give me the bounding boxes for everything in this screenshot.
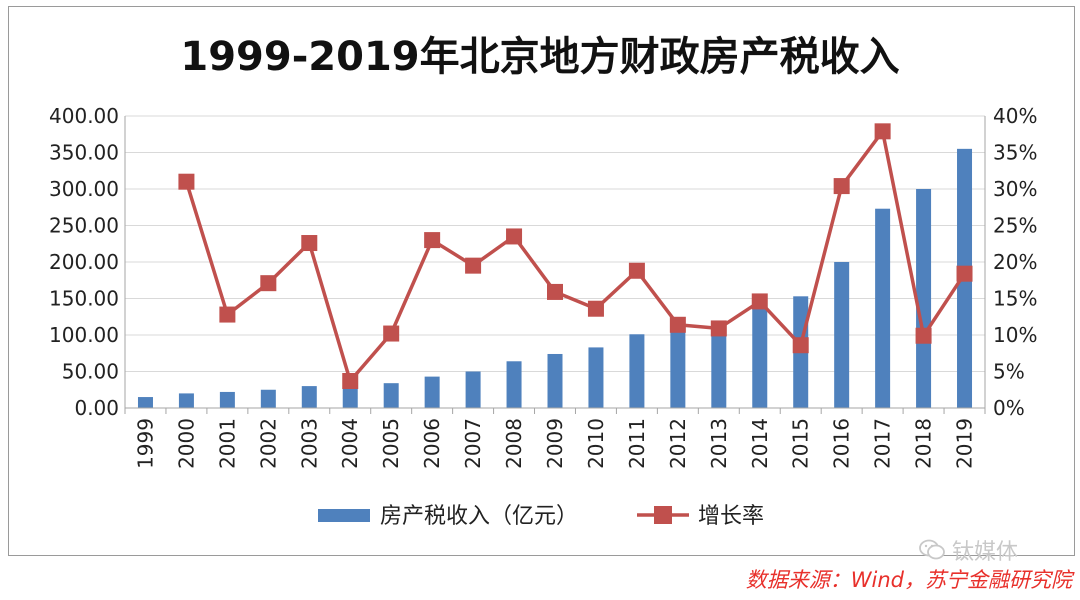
- growth-rate-marker: [956, 265, 973, 282]
- growth-rate-marker: [465, 257, 482, 274]
- x-tick-label: 2013: [707, 418, 731, 469]
- y-left-tick-label: 50.00: [62, 360, 119, 384]
- growth-rate-marker: [587, 300, 604, 317]
- growth-rate-marker: [178, 173, 195, 190]
- wechat-icon: [919, 539, 945, 560]
- legend-label-bar: 房产税收入（亿元）: [380, 504, 578, 529]
- legend-swatch-marker: [654, 506, 672, 524]
- x-tick-label: 2019: [953, 418, 977, 469]
- bar: [260, 389, 276, 408]
- x-tick-label: 2000: [174, 418, 198, 469]
- growth-rate-line: [184, 129, 966, 383]
- x-tick-label: 2001: [215, 418, 239, 469]
- chart-title: 1999-2019年北京地方财政房产税收入: [180, 34, 899, 80]
- x-tick-label: 2004: [338, 418, 362, 469]
- x-tick-label: 2012: [666, 418, 690, 469]
- x-tick-label: 2003: [297, 418, 321, 469]
- chart-frame: [8, 6, 1075, 556]
- y-left-tick-label: 300.00: [49, 177, 119, 201]
- y-right-tick-label: 15%: [993, 287, 1037, 311]
- y-right-tick-label: 0%: [993, 396, 1025, 420]
- bar: [916, 189, 932, 408]
- bar: [752, 305, 768, 408]
- bar: [670, 326, 686, 408]
- bar: [547, 353, 563, 408]
- growth-rate-marker: [424, 232, 441, 249]
- bar: [629, 334, 645, 408]
- source-note: 数据来源：Wind，苏宁金融研究院: [745, 568, 1072, 592]
- bar: [588, 347, 604, 408]
- x-tick-label: 2017: [871, 418, 895, 469]
- y-left-tick-label: 200.00: [49, 250, 119, 274]
- growth-rate-marker: [383, 325, 400, 342]
- growth-rate-marker: [915, 327, 932, 344]
- bar: [711, 332, 727, 408]
- bar: [178, 393, 194, 408]
- y-left-tick-label: 150.00: [49, 287, 119, 311]
- growth-rate-marker: [506, 228, 523, 245]
- gridlines: [125, 115, 985, 372]
- legend: 房产税收入（亿元） 增长率: [318, 504, 764, 529]
- x-tick-label: 2002: [256, 418, 280, 469]
- x-tick-label: 2016: [830, 418, 854, 469]
- line-series: [178, 123, 973, 389]
- growth-rate-marker: [792, 337, 809, 354]
- y-right-tick-label: 25%: [993, 214, 1037, 238]
- growth-rate-marker: [260, 275, 277, 292]
- growth-rate-marker: [874, 123, 891, 140]
- watermark: 钛媒体: [918, 534, 1018, 566]
- bar: [834, 262, 850, 408]
- x-tick-label: 2010: [584, 418, 608, 469]
- x-tick-label: 2007: [461, 418, 485, 469]
- x-tick-label: 2014: [748, 418, 772, 469]
- legend-swatch-bar: [318, 509, 370, 522]
- growth-rate-marker: [833, 178, 850, 195]
- bar: [301, 386, 317, 408]
- bar: [875, 208, 891, 408]
- bar: [424, 376, 440, 408]
- x-tick-label: 2015: [789, 418, 813, 469]
- x-tick-label: 2018: [912, 418, 936, 469]
- watermark-text: 钛媒体: [952, 540, 1019, 565]
- x-tick-label: 2008: [502, 418, 526, 469]
- growth-rate-marker: [219, 306, 236, 323]
- growth-rate-marker: [547, 283, 563, 300]
- x-tick-label: 2011: [625, 418, 649, 469]
- x-tick-label: 2009: [543, 418, 567, 469]
- y-left-tick-label: 0.00: [74, 396, 119, 420]
- growth-rate-marker: [669, 316, 686, 333]
- x-tick-label: 2005: [379, 418, 403, 469]
- y-right-tick-label: 5%: [993, 360, 1025, 384]
- y-right-tick-label: 40%: [993, 104, 1037, 128]
- y-left-tick-label: 100.00: [49, 323, 119, 347]
- bar: [219, 391, 235, 408]
- growth-rate-marker: [301, 235, 318, 252]
- y-left-tick-label: 350.00: [49, 141, 119, 165]
- bar: [383, 383, 399, 408]
- x-tick-label: 2006: [420, 418, 444, 469]
- bar: [465, 371, 481, 408]
- y-right-tick-label: 10%: [993, 323, 1037, 347]
- growth-rate-marker: [628, 262, 645, 279]
- y-right-tick-label: 35%: [993, 141, 1037, 165]
- growth-rate-marker: [710, 320, 727, 337]
- x-tick-label: 1999: [133, 418, 157, 469]
- growth-rate-marker: [342, 372, 359, 389]
- legend-label-line: 增长率: [698, 504, 764, 529]
- bar: [506, 361, 522, 408]
- bar: [137, 397, 153, 408]
- growth-rate-marker: [751, 293, 768, 310]
- y-right-tick-label: 30%: [993, 177, 1037, 201]
- bar: [342, 386, 358, 408]
- y-right-tick-label: 20%: [993, 250, 1037, 274]
- y-left-tick-label: 250.00: [49, 214, 119, 238]
- y-left-tick-label: 400.00: [49, 104, 119, 128]
- axes: 0.00 50.00 100.00 150.00 200.00 250.00 300.00 3…: [49, 104, 1037, 469]
